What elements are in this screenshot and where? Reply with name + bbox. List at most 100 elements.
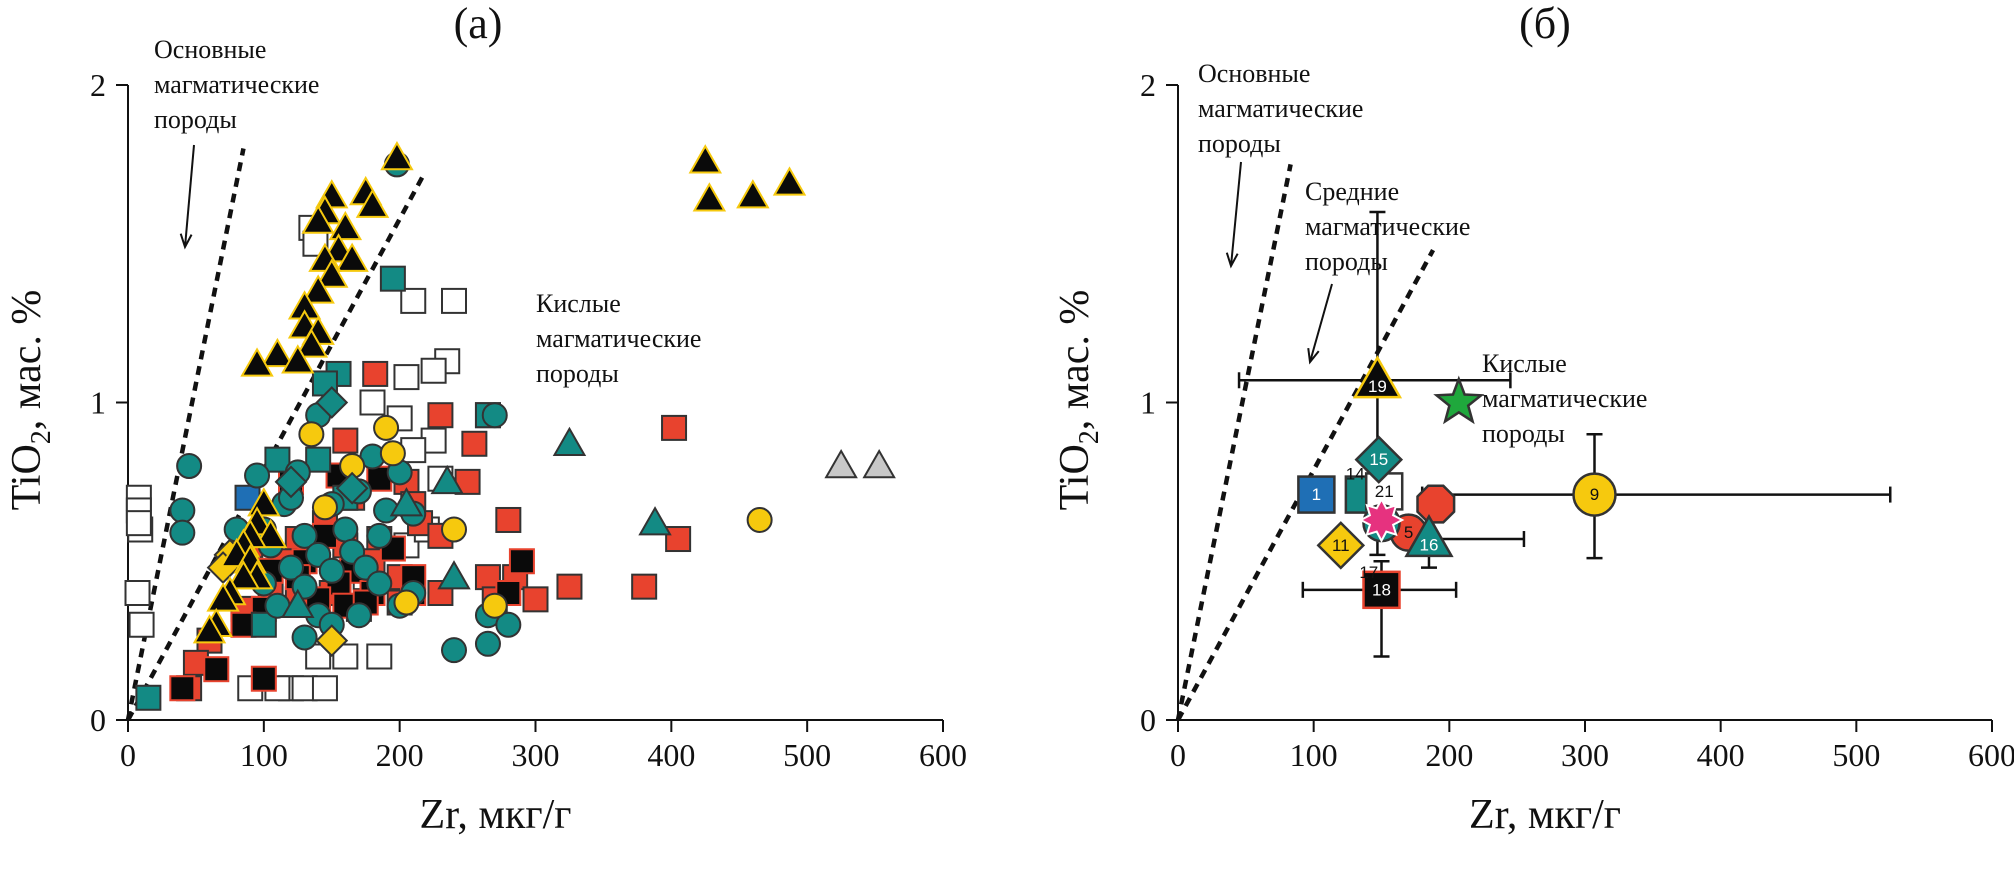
- sample-number-label: 14: [1346, 465, 1365, 484]
- sample-number-label: 15: [1369, 450, 1388, 469]
- data-point-square: [135, 684, 162, 711]
- y-axis-label-sub: 2: [26, 430, 57, 444]
- x-tick-label: 600: [919, 737, 967, 773]
- sample-number-label: 21: [1375, 482, 1394, 501]
- data-point-square: [661, 414, 688, 441]
- sample-number-label: 16: [1420, 536, 1439, 555]
- annotation-text: Средние: [1305, 177, 1399, 206]
- x-tick-label: 600: [1968, 737, 2014, 773]
- x-tick-label: 300: [1561, 737, 1609, 773]
- data-point-triangle: [355, 188, 390, 218]
- sample-marker-square: [1362, 570, 1401, 610]
- data-point-square: [386, 405, 413, 432]
- data-point-triangle: [281, 588, 315, 618]
- data-point-square: [332, 427, 359, 454]
- y-axis-label-main: TiO: [1052, 444, 1098, 510]
- data-point-triangle: [253, 518, 288, 549]
- annotation-text: породы: [154, 105, 237, 134]
- data-point-square: [393, 364, 420, 391]
- sample-marker-diamond: [1316, 521, 1366, 570]
- data-point-circle: [298, 421, 325, 448]
- sample-number-label: 17: [1359, 563, 1378, 582]
- y-tick-label: 2: [1140, 67, 1156, 103]
- sample-number-label: 19: [1368, 377, 1387, 396]
- x-tick-label: 200: [1425, 737, 1473, 773]
- annotation-arrow: [1309, 283, 1333, 363]
- data-point-triangle: [552, 426, 587, 457]
- annotation-text: породы: [1198, 129, 1281, 158]
- annotation-text: магматические: [154, 70, 319, 99]
- y-axis-label: TiO2, мас. %: [1052, 290, 1105, 511]
- data-point-triangle: [206, 582, 240, 612]
- sample-marker-diamond: [1354, 435, 1404, 484]
- data-point-square: [169, 675, 196, 702]
- annotation-text: Основные: [154, 35, 266, 64]
- y-axis-label-sub: 2: [1074, 430, 1105, 444]
- data-point-square: [128, 611, 155, 638]
- y-axis-label: TiO2, мас. %: [4, 290, 57, 511]
- data-point-square: [454, 468, 481, 495]
- data-point-circle: [481, 402, 508, 429]
- data-point-circle: [373, 414, 400, 441]
- x-axis-label: Zr, мкг/г: [419, 792, 571, 838]
- x-tick-label: 100: [1290, 737, 1338, 773]
- sample-number-label: 9: [1590, 485, 1599, 504]
- sample-marker-circle: [1572, 472, 1617, 517]
- data-point-square: [441, 287, 467, 314]
- data-point-circle: [169, 497, 196, 524]
- panel-title: (б): [1519, 0, 1571, 48]
- data-point-circle: [481, 592, 508, 619]
- data-point-circle: [366, 522, 393, 549]
- x-tick-label: 0: [1170, 737, 1186, 773]
- sample-number-label: 1: [1312, 485, 1321, 504]
- annotation-arrow: [184, 144, 195, 248]
- data-point-triangle: [294, 328, 329, 358]
- annotation-text: Кислые: [536, 289, 621, 318]
- data-point-square: [305, 446, 332, 473]
- data-point-square: [400, 287, 427, 314]
- data-point-triangle: [437, 560, 471, 590]
- y-tick-label: 2: [90, 67, 106, 103]
- data-point-circle: [379, 440, 406, 467]
- annotation-arrowhead: [1225, 252, 1239, 269]
- y-axis-label-main: TiO: [4, 444, 50, 510]
- annotation-text: магматические: [1198, 94, 1363, 123]
- x-tick-label: 300: [512, 737, 560, 773]
- data-point-triangle: [335, 242, 369, 272]
- data-point-square: [125, 510, 152, 537]
- data-point-circle: [332, 516, 359, 543]
- y-axis-label-rest: , мас. %: [4, 290, 50, 431]
- data-point-square: [631, 573, 658, 600]
- data-point-square: [420, 357, 447, 384]
- data-point-square: [250, 665, 277, 692]
- annotation-text: Кислые: [1482, 349, 1567, 378]
- data-point-circle: [474, 630, 501, 657]
- data-point-circle: [366, 570, 393, 597]
- data-point-square: [264, 446, 291, 473]
- data-point-triangle: [772, 166, 807, 196]
- data-point-square: [379, 265, 406, 292]
- y-tick-label: 1: [1140, 385, 1156, 421]
- data-point-square: [508, 548, 535, 575]
- annotation-text: породы: [1482, 419, 1565, 448]
- y-tick-label: 1: [90, 385, 106, 421]
- data-point-square: [366, 643, 393, 670]
- data-point-triangle: [301, 274, 335, 304]
- sample-number-label: 5: [1404, 523, 1413, 542]
- annotation-text: магматические: [1482, 384, 1647, 413]
- data-point-diamond: [274, 465, 308, 499]
- sample-marker-triangle: [1404, 514, 1454, 558]
- data-point-triangle: [862, 448, 896, 479]
- data-point-square: [665, 526, 692, 553]
- y-tick-label: 0: [1140, 702, 1156, 738]
- data-point-circle: [311, 494, 338, 521]
- data-point-triangle: [315, 258, 349, 288]
- data-point-square: [362, 360, 389, 387]
- data-point-circle: [746, 506, 773, 533]
- data-point-square: [556, 573, 583, 600]
- data-point-triangle: [692, 182, 727, 212]
- data-point-diamond: [315, 386, 349, 419]
- panel-title: (а): [454, 0, 503, 48]
- y-tick-label: 0: [90, 702, 106, 738]
- annotation-arrow: [1230, 161, 1242, 267]
